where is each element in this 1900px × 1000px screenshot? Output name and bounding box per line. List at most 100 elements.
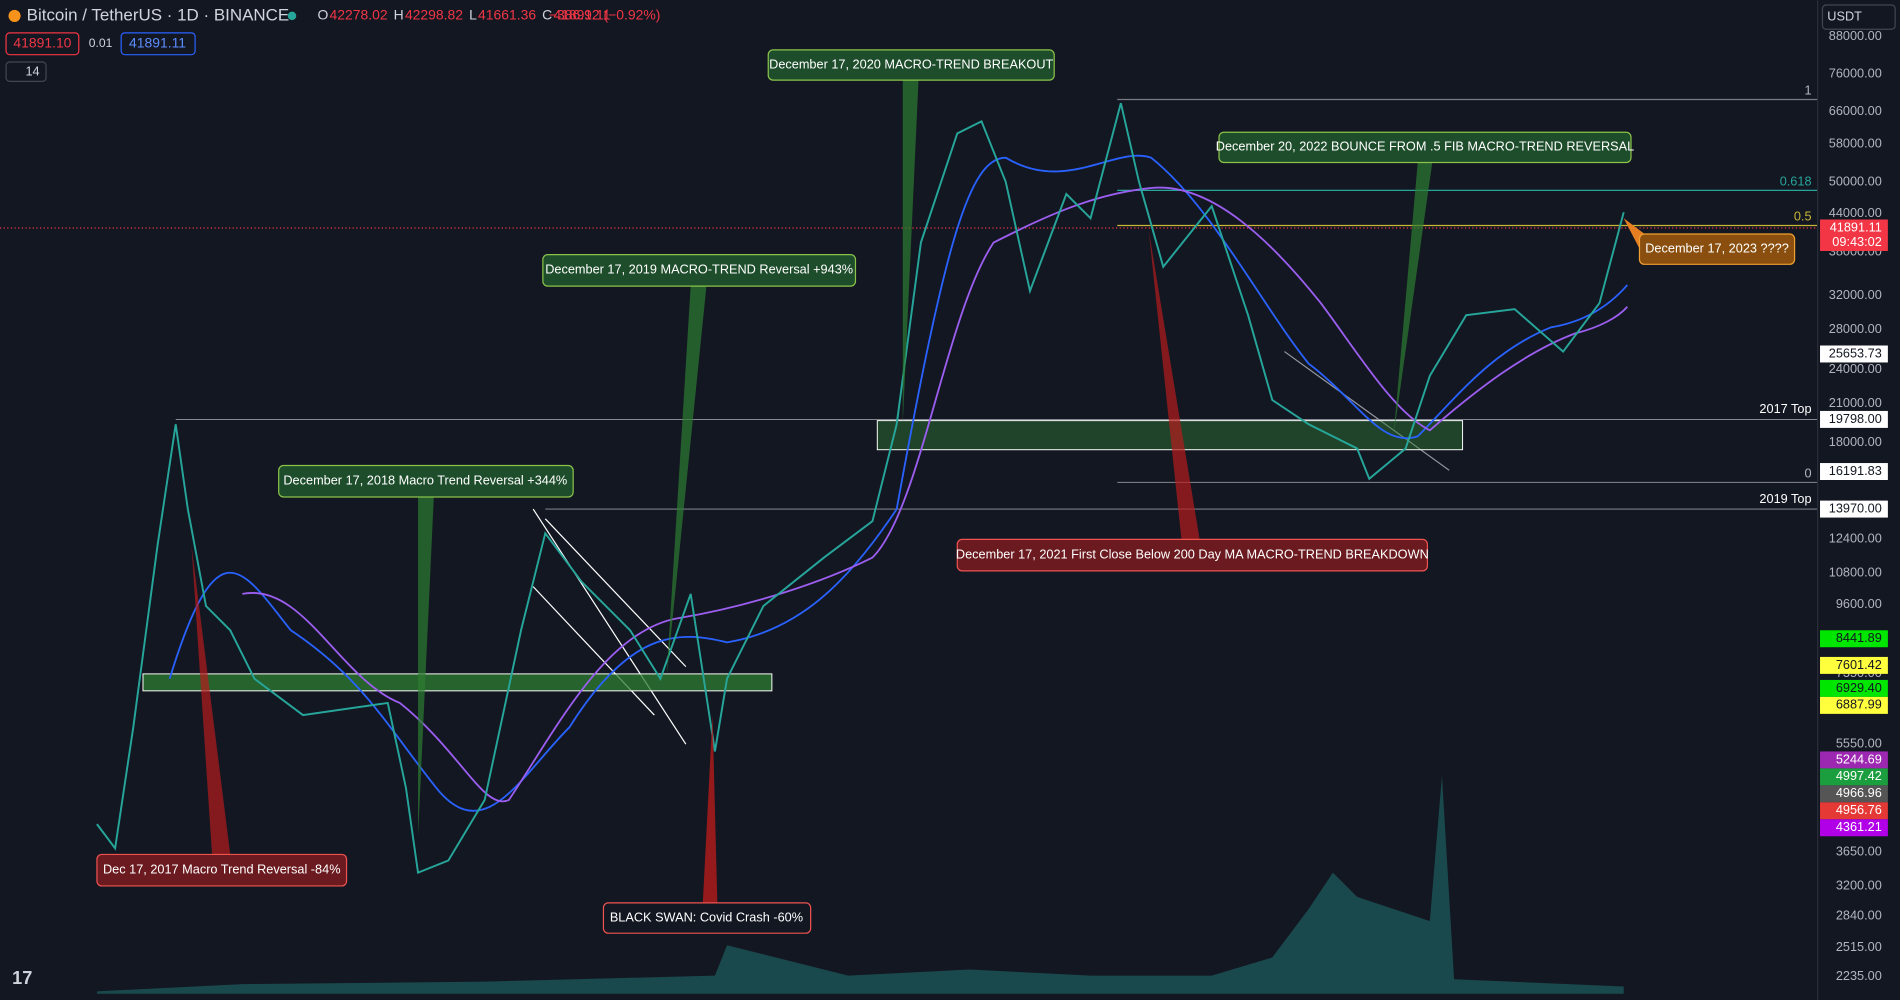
- indicators-toggle[interactable]: [5, 61, 47, 82]
- countdown: 09:43:02: [1832, 234, 1882, 249]
- price-tag-label: 4956.76: [1836, 802, 1882, 817]
- trend-line: [544, 518, 687, 668]
- callout-text: December 17, 2018 Macro Trend Reversal +…: [283, 473, 567, 488]
- price-tag: [1820, 696, 1888, 714]
- axis-label: 28000.00: [1829, 321, 1882, 336]
- price-tag: [1820, 819, 1888, 837]
- ohlc-value: 41661.36: [478, 7, 536, 23]
- callout-box: [767, 49, 1055, 81]
- buy-button[interactable]: [120, 32, 196, 56]
- axis-label: 32000.00: [1829, 287, 1882, 302]
- price-tag-label: 6929.40: [1836, 680, 1882, 695]
- price-tag-label: 7601.42: [1836, 657, 1882, 672]
- currency: USDT: [1827, 8, 1862, 23]
- axis-label: 10800.00: [1829, 565, 1882, 580]
- callout-box: [956, 538, 1429, 572]
- ohlc-label: H: [394, 7, 404, 23]
- spread: 0.01: [89, 36, 113, 50]
- axis-label: 58000.00: [1829, 136, 1882, 151]
- axis-label: 18000.00: [1829, 434, 1882, 449]
- price-tag: [1820, 785, 1888, 803]
- trend-line: [1284, 351, 1450, 471]
- callout-box: [602, 902, 812, 934]
- axis-label: 5550.00: [1836, 736, 1882, 751]
- price-tag: [1820, 345, 1888, 363]
- moving-average: [168, 154, 1629, 812]
- axis-label: 66000.00: [1829, 103, 1882, 118]
- level-label: 0.618: [1780, 173, 1812, 188]
- level-label: 0: [1804, 465, 1811, 480]
- price-tag: [1820, 630, 1888, 648]
- price-tag: [1820, 802, 1888, 820]
- trend-line: [532, 508, 687, 745]
- axis-label: 2235.00: [1836, 968, 1882, 983]
- axis-label: 76000.00: [1829, 65, 1882, 80]
- callout-text: December 20, 2022 BOUNCE FROM .5 FIB MAC…: [1216, 139, 1634, 154]
- callout-text: BLACK SWAN: Covid Crash -60%: [610, 909, 803, 924]
- level-label: 2019 Top: [1759, 491, 1811, 506]
- price-tag: [1820, 751, 1888, 769]
- axis-label: 3650.00: [1836, 843, 1882, 858]
- callout-pointer: [902, 80, 919, 425]
- callout-text: Dec 17, 2017 Macro Trend Reversal -84%: [103, 862, 341, 877]
- coin-icon: [8, 9, 21, 22]
- price-axis: 88000.00 76000.00 66000.00 58000.00 50000.00…: [1820, 28, 1888, 983]
- currency-select[interactable]: [1821, 4, 1896, 30]
- callout-text: December 17, 2020 MACRO-TREND BREAKOUT: [769, 56, 1053, 71]
- level-label: 2017 Top: [1759, 401, 1811, 416]
- callout-text: December 17, 2019 MACRO-TREND Reversal +…: [545, 262, 853, 277]
- last-price-tag: [1820, 219, 1888, 251]
- callout-pointer: [702, 715, 718, 903]
- ohlc-label: C: [542, 7, 552, 23]
- moving-average: [242, 186, 1629, 803]
- axis-label: 2515.00: [1836, 939, 1882, 954]
- callout-box: [542, 254, 857, 287]
- axis-label: 88000.00: [1829, 28, 1882, 43]
- ohlc-value: 42298.82: [405, 7, 463, 23]
- axis-label: 2840.00: [1836, 908, 1882, 923]
- price-tag-label: 25653.73: [1829, 345, 1882, 360]
- axis-label: 3200.00: [1836, 877, 1882, 892]
- ohlc-value: 42278.02: [330, 7, 388, 23]
- price-tag-label: 4361.21: [1836, 819, 1882, 834]
- axis-label: 50000.00: [1829, 173, 1882, 188]
- axis-label: 12400.00: [1829, 531, 1882, 546]
- level-label: 0.5: [1794, 208, 1812, 223]
- axis-label: 24000.00: [1829, 361, 1882, 376]
- axis-label: 44000.00: [1829, 205, 1882, 220]
- price-tag: [1820, 463, 1888, 481]
- callout-box: [1638, 233, 1796, 265]
- callout-box: [96, 853, 348, 887]
- price-tag-label: 13970.00: [1829, 500, 1882, 515]
- price-tag: [1820, 768, 1888, 786]
- indicators-count: 14: [25, 64, 39, 79]
- ohlc: O 42278.02 H 42298.82 L 41661.36 C 41891.11: [317, 7, 610, 23]
- price-tag-label: 4997.42: [1836, 768, 1882, 783]
- price-tag: [1820, 410, 1888, 428]
- price-tag-label: 8441.89: [1836, 630, 1882, 645]
- ohlc-label: O: [317, 7, 328, 23]
- price-tag-label: 19798.00: [1829, 411, 1882, 426]
- price-tag-label: 5244.69: [1836, 751, 1882, 766]
- price-tag-label: 6887.99: [1836, 697, 1882, 712]
- sell-button[interactable]: [5, 32, 80, 56]
- ohlc-value: 41891.11: [553, 7, 610, 23]
- axis-label: 9600.00: [1836, 596, 1882, 611]
- buy-price: 41891.11: [129, 34, 186, 50]
- ohlc-label: L: [469, 7, 477, 23]
- callout-pointer: [1393, 162, 1433, 437]
- callout-pointer: [191, 545, 231, 855]
- price-line: [96, 102, 1625, 874]
- last-price: 41891.11: [1830, 219, 1882, 234]
- trend-line: [532, 586, 655, 716]
- callout-text: December 17, 2023 ????: [1645, 241, 1789, 256]
- symbol: Bitcoin / TetherUS · 1D · BINANCE: [27, 5, 290, 24]
- status-dot: [287, 11, 297, 21]
- change: −386.92 (−0.92%): [549, 7, 660, 23]
- price-tag: [1820, 500, 1888, 518]
- axis-label: 21000.00: [1829, 395, 1882, 410]
- price-tag-label: 16191.83: [1829, 463, 1882, 478]
